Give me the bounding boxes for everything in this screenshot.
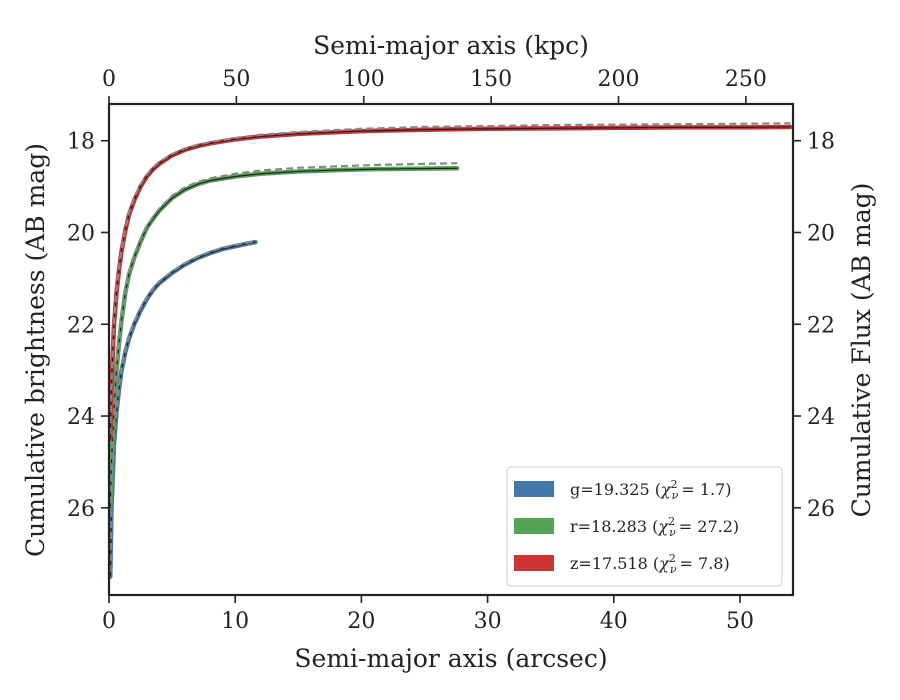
y-axis-label-left: Cumulative brightness (AB mag)	[21, 143, 50, 557]
ticks-layer: 0 10 20 30 40 50 0 50 100 150 200 250 18 18 20 20 22 22 24…	[67, 67, 835, 634]
y-tick-label-right: 18	[807, 130, 835, 155]
legend-label-1: r=18.283 (χ2 ν = 27.2)	[570, 515, 739, 539]
x-tick-label: 0	[102, 609, 116, 634]
x-tick-label: 10	[221, 609, 249, 634]
legend: g=19.325 (χ2 ν = 1.7) r=18.283 (χ2 ν = 27.2) z…	[506, 466, 783, 587]
y-tick-label-left: 22	[67, 313, 95, 338]
series-1-model-line	[109, 162, 458, 504]
y-tick-label-left: 24	[67, 405, 95, 430]
legend-label-0: g=19.325 (χ2 ν = 1.7)	[570, 478, 732, 502]
x-axis-label-bottom: Semi-major axis (arcsec)	[294, 644, 607, 673]
y-tick-label-right: 22	[807, 313, 835, 338]
y-tick-label-left: 18	[67, 130, 95, 155]
legend-swatch-2	[514, 555, 554, 571]
x-axis-label-top: Semi-major axis (kpc)	[313, 31, 589, 60]
y-tick-label-right: 20	[807, 221, 835, 246]
y-tick-label-right: 24	[807, 405, 835, 430]
y-axis-label-right: Cumulative Flux (AB mag)	[847, 183, 876, 518]
series-2-model-line	[109, 122, 791, 435]
legend-label-2: z=17.518 (χ2 ν = 7.8)	[570, 552, 730, 576]
y-tick-label-left: 20	[67, 221, 95, 246]
top-x-tick-label: 100	[343, 67, 385, 92]
top-x-tick-label: 0	[102, 67, 116, 92]
y-tick-label-left: 26	[67, 497, 95, 522]
x-tick-label: 40	[600, 609, 628, 634]
x-tick-label: 30	[474, 609, 502, 634]
top-x-tick-label: 200	[597, 67, 639, 92]
plot-frame	[107, 102, 795, 597]
legend-swatch-0	[514, 481, 554, 497]
top-x-tick-label: 50	[222, 67, 250, 92]
legend-box	[506, 466, 783, 587]
top-x-tick-label: 250	[725, 67, 767, 92]
y-tick-label-right: 26	[807, 497, 835, 522]
series-0-model-line	[109, 240, 256, 573]
legend-swatch-1	[514, 518, 554, 534]
series-2-center-line	[109, 126, 791, 439]
x-tick-label: 50	[726, 609, 754, 634]
x-tick-label: 20	[347, 609, 375, 634]
series-layer	[109, 122, 793, 579]
top-x-tick-label: 150	[470, 67, 512, 92]
